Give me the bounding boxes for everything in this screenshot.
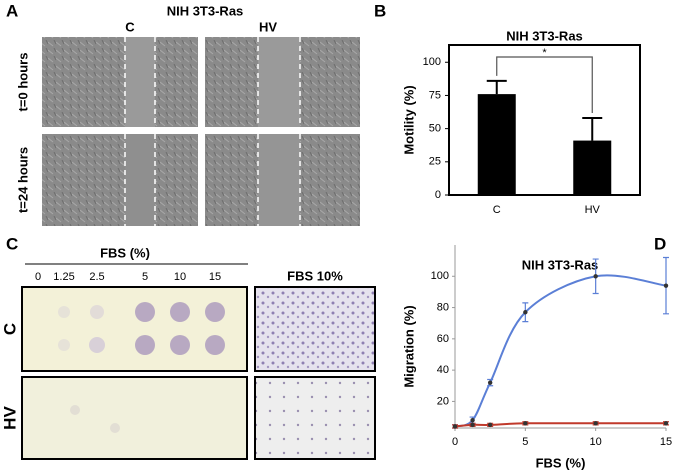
data-point bbox=[470, 417, 475, 423]
y-tick-label: 40 bbox=[437, 364, 449, 376]
y-tick-label: 60 bbox=[437, 333, 449, 345]
x-tick-label: 0 bbox=[452, 436, 458, 448]
x-tick-label: 5 bbox=[522, 436, 528, 448]
concentration-label: 1.25 bbox=[53, 271, 74, 283]
panel-letter: D bbox=[654, 234, 666, 253]
significance-bracket bbox=[496, 56, 593, 114]
axes bbox=[454, 245, 666, 429]
concentration-label: 15 bbox=[209, 271, 221, 283]
column-label: C bbox=[125, 19, 135, 34]
y-tick-label: 50 bbox=[429, 123, 441, 135]
micrograph bbox=[254, 376, 376, 460]
panel-title: NIH 3T3-Ras bbox=[167, 3, 244, 18]
x-tick-label: 15 bbox=[660, 436, 672, 448]
transwell-membranes bbox=[21, 286, 376, 460]
data-point bbox=[663, 421, 669, 426]
bar bbox=[477, 94, 516, 195]
membrane bbox=[21, 286, 248, 372]
series-line bbox=[454, 422, 666, 428]
data-point bbox=[452, 424, 458, 429]
wound-edges bbox=[124, 37, 301, 226]
micrograph bbox=[254, 286, 376, 372]
data-point bbox=[487, 380, 493, 385]
annotation: * bbox=[542, 47, 547, 59]
series-line bbox=[454, 274, 667, 428]
wound-gap bbox=[258, 134, 300, 226]
y-tick-label: 75 bbox=[429, 89, 441, 101]
error-bar bbox=[486, 79, 507, 95]
chart-title: NIH 3T3-Ras bbox=[522, 257, 599, 272]
x-axis-label: FBS (%) bbox=[536, 455, 586, 470]
bar bbox=[573, 140, 612, 195]
y-axis-label: Migration (%) bbox=[401, 305, 416, 387]
micrographs bbox=[42, 37, 360, 226]
x-tick-label: 10 bbox=[590, 436, 602, 448]
data-point bbox=[593, 274, 598, 279]
y-axis-label: Motility (%) bbox=[401, 85, 416, 154]
panel-letter: C bbox=[6, 234, 18, 253]
data-point bbox=[470, 422, 475, 428]
panel-letter: B bbox=[374, 1, 386, 20]
y-tick-label: 25 bbox=[429, 156, 441, 168]
axis-label: FBS (%) bbox=[100, 245, 150, 260]
micrograph bbox=[42, 134, 198, 226]
x-tick-label: C bbox=[493, 204, 501, 216]
y-tick-label: 100 bbox=[423, 56, 441, 68]
data-point bbox=[487, 422, 493, 428]
row-label: t=24 hours bbox=[15, 147, 30, 213]
stain-spots bbox=[58, 302, 225, 433]
plot-frame bbox=[448, 44, 641, 196]
membrane bbox=[21, 376, 248, 460]
data-point bbox=[523, 421, 528, 426]
y-tick-label: 0 bbox=[435, 189, 441, 201]
data-point bbox=[663, 283, 669, 288]
image-label: FBS 10% bbox=[287, 268, 343, 283]
concentration-label: 0 bbox=[35, 271, 41, 283]
panel-letter: A bbox=[6, 1, 18, 20]
row-label: HV bbox=[0, 406, 19, 430]
row-label: t=0 hours bbox=[15, 53, 30, 112]
data-point bbox=[523, 310, 528, 315]
concentration-label: 5 bbox=[142, 271, 148, 283]
column-label: HV bbox=[259, 19, 277, 34]
y-tick-label: 20 bbox=[437, 395, 449, 407]
x-tick-label: HV bbox=[585, 204, 601, 216]
wound-gap bbox=[125, 134, 155, 226]
chart-title: NIH 3T3-Ras bbox=[506, 28, 583, 43]
concentration-label: 2.5 bbox=[89, 271, 104, 283]
wound-gap bbox=[258, 37, 300, 127]
micrograph bbox=[42, 37, 198, 127]
y-tick-label: 100 bbox=[431, 270, 449, 282]
row-label: C bbox=[0, 323, 19, 335]
wound-gap bbox=[125, 37, 155, 127]
concentration-label: 10 bbox=[174, 271, 186, 283]
data-point bbox=[593, 421, 598, 426]
error-bar bbox=[582, 117, 603, 141]
y-tick-label: 80 bbox=[437, 301, 449, 313]
